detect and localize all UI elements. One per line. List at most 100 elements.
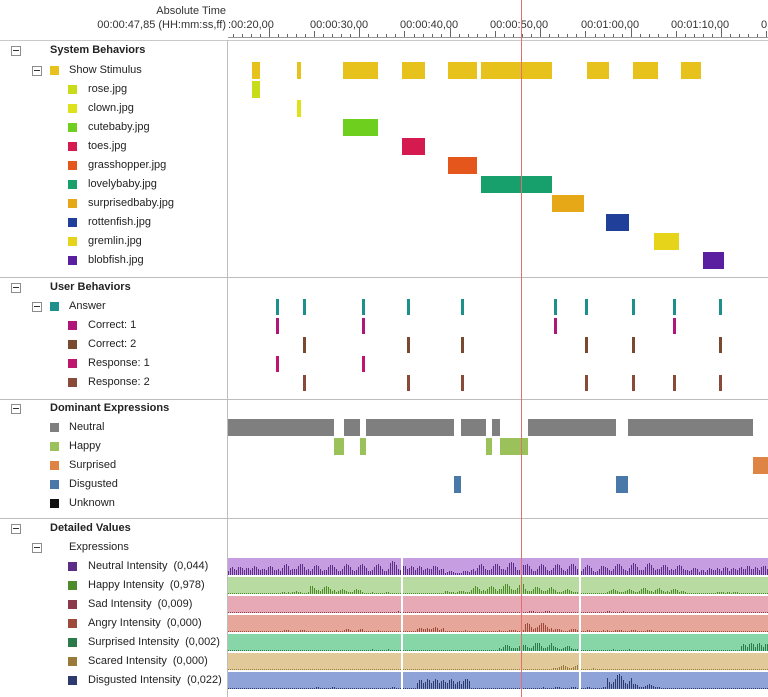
- stimulus-item-bar[interactable]: [703, 252, 724, 269]
- intensity-item[interactable]: Angry Intensity (0,000): [0, 614, 227, 633]
- expression-item[interactable]: Unknown: [0, 494, 227, 513]
- stimulus-item-bar[interactable]: [252, 81, 260, 98]
- stimulus-bar[interactable]: [519, 62, 552, 79]
- stimulus-bar[interactable]: [633, 62, 658, 79]
- stimulus-bar[interactable]: [587, 62, 609, 79]
- event-marker[interactable]: [632, 375, 635, 391]
- stimulus-bar[interactable]: [297, 62, 301, 79]
- intensity-band[interactable]: [581, 634, 768, 651]
- intensity-band[interactable]: [228, 653, 401, 670]
- expression-bar[interactable]: [528, 419, 616, 436]
- stimulus-item[interactable]: surprisedbaby.jpg: [0, 194, 227, 213]
- stimulus-bar[interactable]: [343, 62, 378, 79]
- collapse-icon[interactable]: [32, 302, 42, 312]
- collapse-icon[interactable]: [11, 524, 21, 534]
- expression-item[interactable]: Disgusted: [0, 475, 227, 494]
- answer-item[interactable]: Correct: 1: [0, 316, 227, 335]
- stimulus-bar[interactable]: [448, 62, 477, 79]
- event-marker[interactable]: [585, 299, 588, 315]
- event-marker[interactable]: [303, 299, 306, 315]
- stimulus-bar[interactable]: [252, 62, 260, 79]
- event-marker[interactable]: [407, 337, 410, 353]
- intensity-band[interactable]: [228, 672, 401, 689]
- event-marker[interactable]: [276, 299, 279, 315]
- event-marker[interactable]: [362, 318, 365, 334]
- intensity-item[interactable]: Scared Intensity (0,000): [0, 652, 227, 671]
- timeline-canvas[interactable]: [228, 41, 768, 697]
- event-marker[interactable]: [407, 375, 410, 391]
- expression-bar[interactable]: [360, 438, 366, 455]
- event-marker[interactable]: [719, 299, 722, 315]
- event-marker[interactable]: [632, 299, 635, 315]
- event-marker[interactable]: [362, 356, 365, 372]
- event-marker[interactable]: [362, 299, 365, 315]
- stimulus-item-bar[interactable]: [297, 100, 301, 117]
- stimulus-item-bar[interactable]: [654, 233, 679, 250]
- intensity-band[interactable]: [228, 577, 401, 594]
- collapse-icon[interactable]: [32, 543, 42, 553]
- expression-bar[interactable]: [228, 419, 334, 436]
- event-marker[interactable]: [585, 337, 588, 353]
- intensity-band[interactable]: [403, 558, 579, 575]
- event-marker[interactable]: [461, 375, 464, 391]
- stimulus-item[interactable]: toes.jpg: [0, 137, 227, 156]
- expression-item[interactable]: Neutral: [0, 418, 227, 437]
- intensity-band[interactable]: [228, 634, 401, 651]
- stimulus-item-bar[interactable]: [606, 214, 629, 231]
- intensity-item[interactable]: Sad Intensity (0,009): [0, 595, 227, 614]
- answer-item[interactable]: Response: 1: [0, 354, 227, 373]
- stimulus-item-bar[interactable]: [448, 157, 477, 174]
- playhead-cursor[interactable]: [521, 0, 522, 697]
- intensity-item[interactable]: Happy Intensity (0,978): [0, 576, 227, 595]
- stimulus-item[interactable]: gremlin.jpg: [0, 232, 227, 251]
- collapse-icon[interactable]: [11, 283, 21, 293]
- intensity-band[interactable]: [228, 596, 401, 613]
- event-marker[interactable]: [554, 318, 557, 334]
- stimulus-item-bar[interactable]: [402, 138, 425, 155]
- stimulus-item[interactable]: rose.jpg: [0, 80, 227, 99]
- expression-item[interactable]: Surprised: [0, 456, 227, 475]
- section-system-behaviors[interactable]: System Behaviors: [0, 41, 227, 60]
- expression-bar[interactable]: [500, 438, 528, 455]
- stimulus-item[interactable]: lovelybaby.jpg: [0, 175, 227, 194]
- section-user-behaviors[interactable]: User Behaviors: [0, 278, 227, 297]
- collapse-icon[interactable]: [32, 66, 42, 76]
- intensity-item[interactable]: Disgusted Intensity (0,022): [0, 671, 227, 690]
- stimulus-item-bar[interactable]: [343, 119, 378, 136]
- stimulus-item[interactable]: blobfish.jpg: [0, 251, 227, 270]
- expression-bar[interactable]: [366, 419, 454, 436]
- group-expressions[interactable]: Expressions: [0, 538, 227, 557]
- intensity-band[interactable]: [581, 653, 768, 670]
- event-marker[interactable]: [719, 337, 722, 353]
- expression-bar[interactable]: [486, 438, 492, 455]
- section-dominant-expressions[interactable]: Dominant Expressions: [0, 399, 227, 418]
- event-marker[interactable]: [632, 337, 635, 353]
- intensity-item[interactable]: Neutral Intensity (0,044): [0, 557, 227, 576]
- group-show-stimulus[interactable]: Show Stimulus: [0, 61, 227, 80]
- answer-item[interactable]: Response: 2: [0, 373, 227, 392]
- stimulus-item-bar[interactable]: [481, 176, 552, 193]
- group-answer[interactable]: Answer: [0, 297, 227, 316]
- section-detailed-values[interactable]: Detailed Values: [0, 519, 227, 538]
- collapse-icon[interactable]: [11, 404, 21, 414]
- event-marker[interactable]: [303, 375, 306, 391]
- expression-bar[interactable]: [616, 476, 628, 493]
- stimulus-item-bar[interactable]: [552, 195, 584, 212]
- event-marker[interactable]: [673, 375, 676, 391]
- collapse-icon[interactable]: [11, 46, 21, 56]
- stimulus-bar[interactable]: [481, 62, 519, 79]
- stimulus-item[interactable]: clown.jpg: [0, 99, 227, 118]
- time-ruler[interactable]: :00:20,00 00:00:30,00 00:00:40,00 00:00:…: [228, 0, 768, 40]
- event-marker[interactable]: [719, 375, 722, 391]
- intensity-band[interactable]: [228, 615, 401, 632]
- event-marker[interactable]: [303, 337, 306, 353]
- intensity-band[interactable]: [403, 615, 579, 632]
- intensity-band[interactable]: [581, 596, 768, 613]
- intensity-band[interactable]: [581, 577, 768, 594]
- intensity-band[interactable]: [581, 615, 768, 632]
- intensity-band[interactable]: [403, 596, 579, 613]
- expression-bar[interactable]: [753, 457, 768, 474]
- stimulus-bar[interactable]: [681, 62, 701, 79]
- event-marker[interactable]: [673, 318, 676, 334]
- stimulus-item[interactable]: grasshopper.jpg: [0, 156, 227, 175]
